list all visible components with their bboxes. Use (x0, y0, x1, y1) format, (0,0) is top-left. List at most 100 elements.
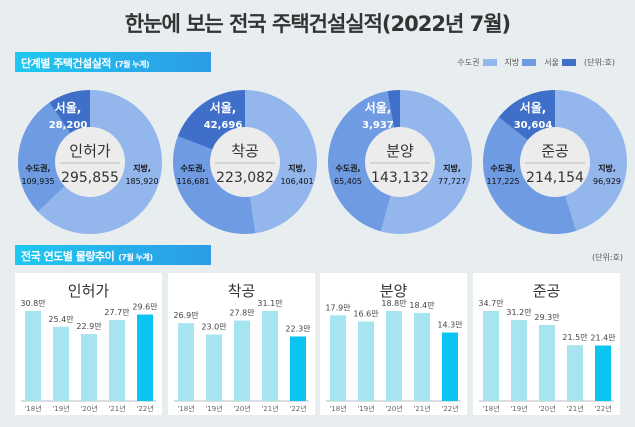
capital-label: 수도권, (180, 163, 205, 173)
x-tick-label: '19년 (52, 404, 69, 413)
bar-value-label: 30.8만 (20, 299, 46, 308)
local-value: 77,727 (438, 177, 466, 186)
seoul-label: 서울, (210, 100, 237, 115)
donut-slice-local (38, 90, 163, 234)
capital-label: 수도권, (335, 163, 360, 173)
donut-slice-capital (17, 102, 71, 212)
donut-total: 295,855 (61, 170, 119, 186)
donut-center (55, 127, 125, 197)
bar-value-label: 18.4만 (409, 301, 435, 310)
bar-value-label: 31.1만 (257, 299, 283, 308)
capital-value: 117,225 (486, 177, 519, 186)
x-tick-label: '22년 (594, 404, 611, 413)
bar (567, 345, 583, 401)
donut-slice-seoul (177, 90, 245, 150)
bar (442, 332, 458, 401)
bar-value-label: 26.9만 (173, 311, 199, 320)
bar-value-label: 16.6만 (353, 310, 379, 319)
bar-panel-complete: 준공 34.7만 '18년 31.2만 '19년 29.3만 '20년 21.5만 '21년 21… (473, 273, 620, 415)
x-tick-label: '19년 (357, 404, 374, 413)
bar (137, 314, 153, 401)
capital-label: 수도권, (25, 163, 50, 173)
bar (206, 334, 222, 401)
bar-chart: 착공 26.9만 '18년 23.0만 '19년 27.8만 '20년 31.1만 '21년 22… (173, 282, 311, 413)
bar (483, 311, 499, 401)
bar-value-label: 25.4만 (48, 315, 74, 324)
donut-slice-local (245, 90, 317, 234)
bar-value-label: 27.8만 (229, 309, 255, 318)
donut-slice-capital (483, 117, 577, 234)
donut-total: 214,154 (526, 170, 584, 186)
legend-swatch (482, 59, 497, 66)
section-subtitle: (7월 누계) (118, 253, 153, 262)
legend: 수도권 지방 서울 (단위:호) (457, 57, 615, 68)
legend-swatch (561, 59, 576, 66)
x-tick-label: '20년 (538, 404, 555, 413)
seoul-value: 28,200 (49, 120, 88, 131)
donut-charts: 인허가 295,855 서울, 28,200 수도권, 109,935 지방, 185,920… (17, 90, 628, 234)
donut-center (365, 127, 435, 197)
bar-panel-permit: 인허가 30.8만 '18년 25.4만 '19년 22.9만 '20년 27.7만 '21년 2… (15, 273, 162, 415)
bar (414, 312, 430, 401)
seoul-value: 30,604 (514, 120, 553, 131)
bar-value-label: 21.4만 (590, 333, 616, 342)
capital-value: 65,405 (334, 177, 362, 186)
x-tick-label: '20년 (80, 404, 97, 413)
bar (330, 315, 346, 401)
bar-value-label: 23.0만 (201, 322, 227, 331)
donut-title: 분양 (386, 142, 414, 160)
seoul-label: 서울, (55, 100, 82, 115)
bar-value-label: 17.9만 (325, 303, 351, 312)
section-subtitle: (7월 누계) (114, 60, 150, 69)
unit-label: (단위:호) (591, 253, 623, 262)
donut-slice-capital (173, 136, 256, 234)
local-label: 지방, (288, 163, 306, 173)
donut-slice-capital (328, 91, 395, 232)
donut-total: 223,082 (216, 170, 274, 186)
x-tick-label: '22년 (289, 404, 306, 413)
bar-value-label: 31.2만 (506, 308, 532, 317)
bar-value-label: 27.7만 (104, 308, 130, 317)
bar-chart-title: 준공 (533, 282, 561, 300)
seoul-value: 42,696 (204, 120, 243, 131)
bar-value-label: 14.3만 (437, 321, 463, 330)
x-tick-label: '20년 (385, 404, 402, 413)
bar-panel-start: 착공 26.9만 '18년 23.0만 '19년 27.8만 '20년 31.1만 '21년 22… (168, 273, 315, 415)
bar (81, 334, 97, 401)
x-tick-label: '21년 (261, 404, 278, 413)
local-value: 106,401 (280, 177, 313, 186)
bar (358, 321, 374, 401)
legend-item-local: 지방 (505, 57, 537, 68)
bar-chart: 준공 34.7만 '18년 31.2만 '19년 29.3만 '20년 21.5만 '21년 21… (478, 282, 616, 413)
seoul-label: 서울, (520, 100, 547, 115)
donut-title: 준공 (541, 142, 569, 160)
local-label: 지방, (443, 163, 461, 173)
x-tick-label: '20년 (233, 404, 250, 413)
legend-item-seoul: 서울 (544, 57, 576, 68)
capital-label: 수도권, (490, 163, 515, 173)
x-tick-label: '18년 (329, 404, 346, 413)
local-value: 96,929 (593, 177, 621, 186)
bar-chart-title: 착공 (228, 282, 256, 300)
bar (234, 320, 250, 401)
donut-slice-seoul (498, 90, 555, 141)
x-tick-label: '18년 (177, 404, 194, 413)
local-label: 지방, (133, 163, 151, 173)
donut-title: 인허가 (69, 142, 111, 160)
local-value: 185,920 (125, 177, 158, 186)
capital-value: 109,935 (21, 177, 54, 186)
x-tick-label: '21년 (413, 404, 430, 413)
bar (178, 323, 194, 401)
seoul-value: 3,937 (362, 120, 394, 131)
x-tick-label: '22년 (441, 404, 458, 413)
capital-value: 116,681 (176, 177, 209, 186)
bar-chart-title: 인허가 (68, 282, 110, 300)
bar (25, 311, 41, 401)
bar-value-label: 22.9만 (76, 322, 102, 331)
bar (262, 311, 278, 401)
bar-value-label: 29.6만 (132, 303, 158, 312)
bar-chart-title: 분양 (380, 282, 408, 300)
bar (290, 336, 306, 401)
bar-panel-sale: 분양 17.9만 '18년 16.6만 '19년 18.8만 '20년 18.4만 '21년 14… (320, 273, 467, 415)
bar-chart: 분양 17.9만 '18년 16.6만 '19년 18.8만 '20년 18.4만 '21년 14… (325, 282, 463, 413)
